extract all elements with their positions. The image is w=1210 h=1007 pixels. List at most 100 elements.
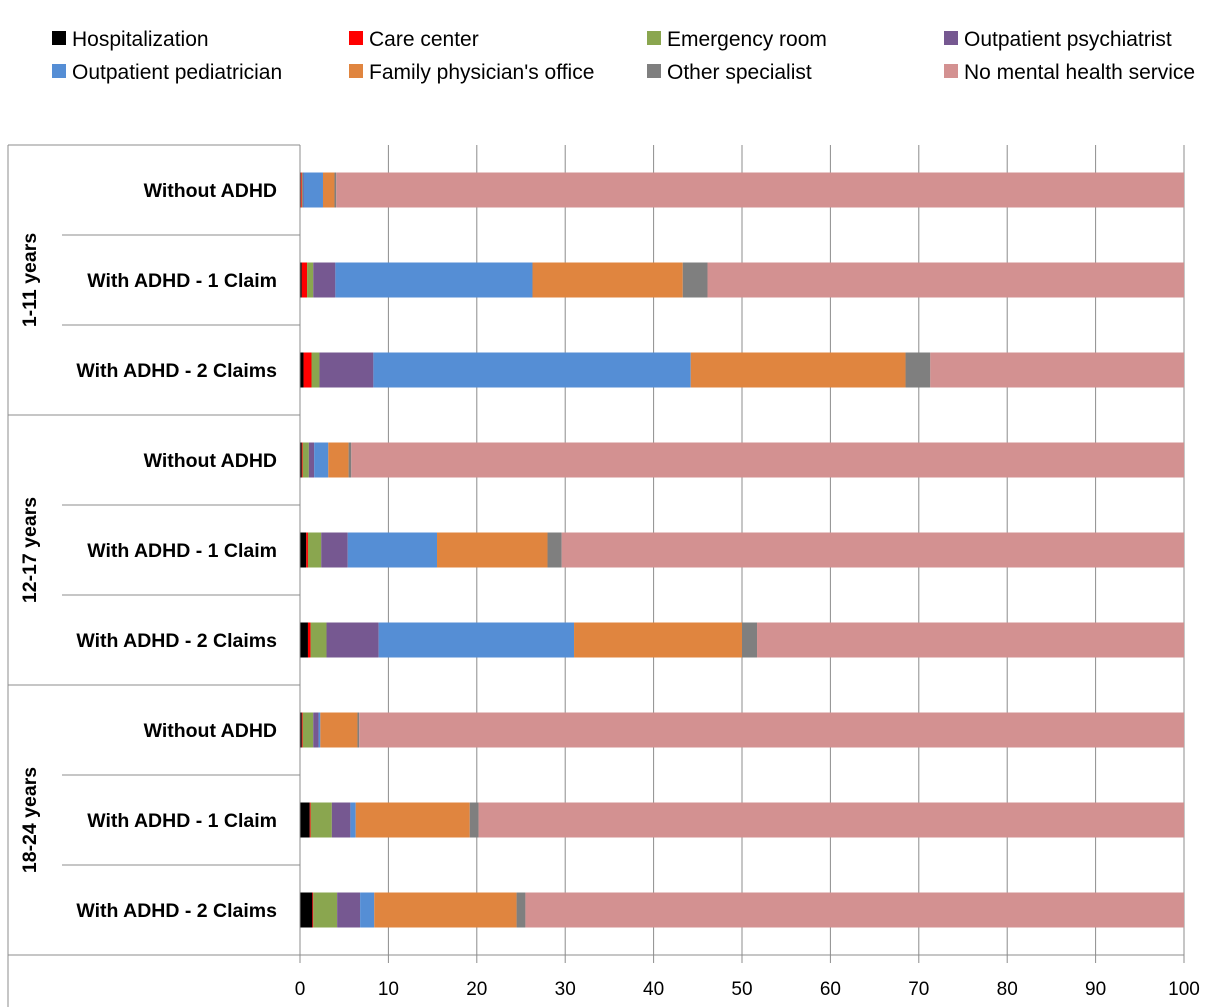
- legend-label: No mental health service: [964, 61, 1195, 84]
- legend-swatch: [944, 31, 958, 45]
- category-label: Without ADHD: [144, 180, 277, 202]
- bar-segment: [326, 622, 379, 658]
- frame-layer: [7, 144, 1184, 1007]
- bar-segment: [301, 712, 303, 748]
- bar-segment: [328, 442, 349, 478]
- bar-segment: [310, 802, 332, 838]
- bar-segment: [300, 442, 302, 478]
- bar-segment: [300, 262, 302, 298]
- bar-segment: [469, 802, 479, 838]
- bar-segment: [682, 262, 708, 298]
- legend-label: Other specialist: [667, 61, 812, 84]
- category-label: Without ADHD: [144, 720, 277, 742]
- bar-segment: [309, 802, 311, 838]
- bar-segment: [306, 532, 308, 568]
- bar-segment: [478, 802, 1184, 838]
- category-label: With ADHD - 2 Claims: [76, 630, 277, 652]
- bar-segment: [336, 172, 1184, 208]
- bar-segment: [930, 352, 1184, 388]
- bar-segment: [307, 532, 322, 568]
- bar-segment: [319, 352, 374, 388]
- bar-segment: [322, 172, 335, 208]
- bar-segment: [359, 712, 1184, 748]
- x-tick-label: 0: [295, 979, 306, 1000]
- legend-swatch: [52, 64, 66, 78]
- bar-segment: [310, 622, 327, 658]
- bar-segment: [312, 892, 314, 928]
- legend-label: Family physician's office: [369, 61, 594, 84]
- bar-segment: [300, 622, 308, 658]
- bar-segment: [313, 262, 336, 298]
- bar-segment: [374, 892, 517, 928]
- bar-segment: [300, 892, 313, 928]
- bar-segment: [301, 262, 308, 298]
- bar-segment: [300, 172, 302, 208]
- bar-segment: [351, 442, 1185, 478]
- group-label: 12-17 years: [19, 497, 41, 603]
- bar-segment: [337, 892, 361, 928]
- group-label: 1-11 years: [19, 233, 41, 327]
- bar-segment: [301, 172, 303, 208]
- bar-segment: [318, 712, 321, 748]
- x-tick-label: 90: [1085, 979, 1106, 1000]
- bar-segment: [347, 532, 438, 568]
- bar-segment: [307, 262, 314, 298]
- bar-segment: [357, 712, 360, 748]
- group-label: 18-24 years: [19, 767, 41, 873]
- bar-segment: [574, 622, 742, 658]
- labels-layer: 0 10 20 30 40 50 60 70 80 90 100 Without ADHD With A…: [19, 180, 1200, 1000]
- bar-segment: [355, 802, 470, 838]
- bar-segment: [905, 352, 931, 388]
- bar-segment: [335, 262, 533, 298]
- bar-segment: [300, 352, 304, 388]
- legend-swatch: [647, 31, 661, 45]
- bar-segment: [301, 442, 303, 478]
- bar-segment: [334, 172, 337, 208]
- bars-layer: [300, 172, 1185, 928]
- legend: Hospitalization Care center Emergency room…: [52, 28, 1195, 84]
- bar-segment: [313, 712, 319, 748]
- bar-segment: [314, 442, 329, 478]
- x-tick-label: 80: [997, 979, 1018, 1000]
- bar-segment: [360, 892, 375, 928]
- bar-segment: [321, 532, 348, 568]
- bar-segment: [302, 172, 304, 208]
- bar-segment: [313, 892, 338, 928]
- bar-segment: [303, 352, 312, 388]
- category-label: With ADHD - 2 Claims: [76, 360, 277, 382]
- bar-segment: [331, 802, 351, 838]
- bar-segment: [437, 532, 548, 568]
- bar-segment: [757, 622, 1184, 658]
- bar-segment: [308, 442, 315, 478]
- bar-segment: [303, 172, 323, 208]
- x-tick-label: 60: [820, 979, 841, 1000]
- legend-swatch: [349, 31, 363, 45]
- bar-segment: [302, 712, 314, 748]
- legend-label: Outpatient psychiatrist: [964, 28, 1172, 51]
- bar-segment: [547, 532, 562, 568]
- legend-swatch: [944, 64, 958, 78]
- bar-segment: [378, 622, 575, 658]
- bar-segment: [742, 622, 758, 658]
- bar-segment: [373, 352, 691, 388]
- bar-segment: [311, 352, 320, 388]
- bar-segment: [350, 802, 356, 838]
- legend-label: Outpatient pediatrician: [72, 61, 282, 84]
- bar-segment: [320, 712, 358, 748]
- x-tick-label: 100: [1168, 979, 1200, 1000]
- bar-segment: [690, 352, 906, 388]
- bar-segment: [300, 532, 307, 568]
- bar-segment: [532, 262, 683, 298]
- bar-segment: [348, 442, 352, 478]
- legend-label: Hospitalization: [72, 28, 209, 51]
- bar-segment: [300, 802, 310, 838]
- x-tick-label: 50: [731, 979, 752, 1000]
- category-label: With ADHD - 1 Claim: [87, 270, 277, 292]
- bar-segment: [300, 712, 302, 748]
- bar-segment: [561, 532, 1184, 568]
- x-tick-label: 70: [908, 979, 929, 1000]
- bar-segment: [516, 892, 526, 928]
- legend-swatch: [647, 64, 661, 78]
- x-tick-label: 30: [555, 979, 576, 1000]
- bar-segment: [302, 442, 309, 478]
